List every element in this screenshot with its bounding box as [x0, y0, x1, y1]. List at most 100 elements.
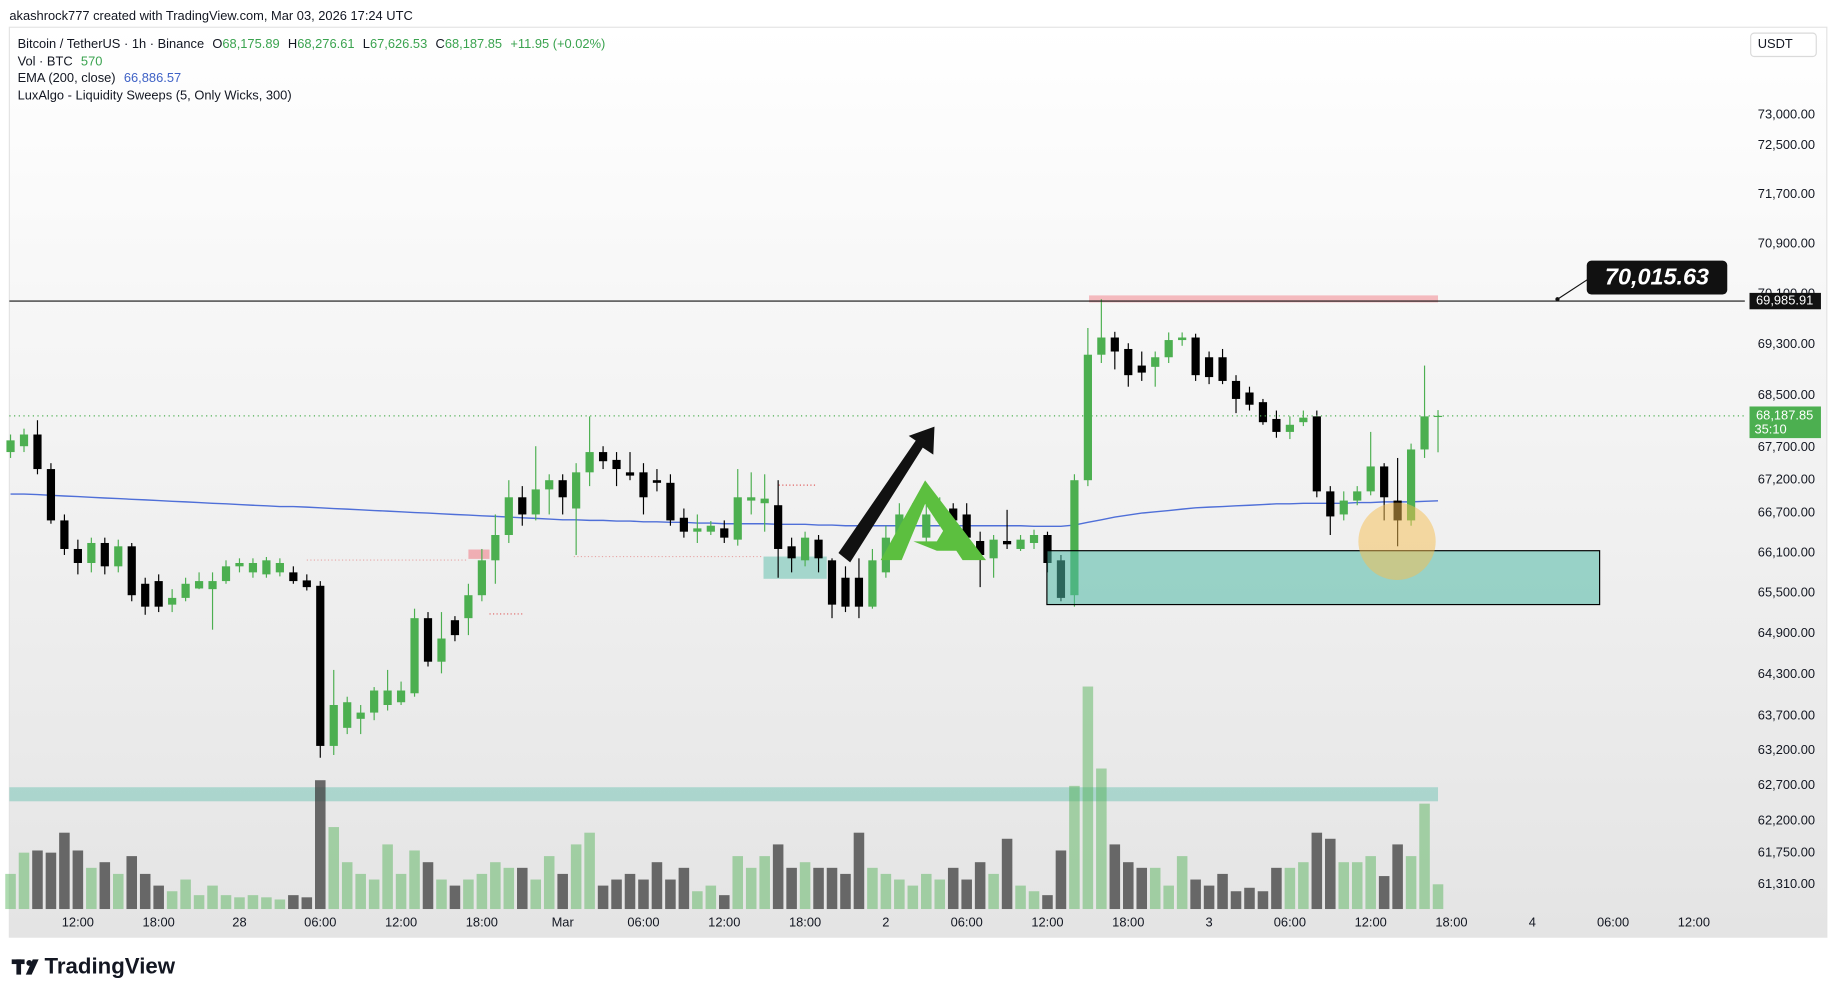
- volume-bar: [382, 844, 393, 910]
- volume-bar: [880, 873, 892, 910]
- candle-body: [693, 528, 702, 532]
- x-tick-label: 18:00: [1435, 914, 1467, 929]
- candle-body: [706, 525, 715, 532]
- volume-bar: [557, 873, 568, 910]
- candle-body: [1366, 466, 1375, 492]
- candle-body: [329, 704, 338, 746]
- candle-body: [1124, 348, 1133, 376]
- volume-bar: [368, 879, 380, 910]
- candle-body: [1299, 417, 1308, 423]
- level-label-box: [1749, 292, 1821, 310]
- volume-bar: [328, 827, 340, 910]
- candle-body: [531, 489, 540, 515]
- candle-body: [208, 581, 217, 590]
- candle-body: [343, 702, 352, 728]
- candle-body: [585, 452, 594, 473]
- candle-body: [262, 560, 271, 575]
- volume-bar: [1203, 885, 1215, 910]
- current-price-box: [1749, 406, 1821, 439]
- candle-body: [1178, 337, 1187, 341]
- callout-label: 70,015.63: [1605, 263, 1709, 289]
- volume-bar: [315, 780, 326, 910]
- attribution: akashrock777 created with TradingView.co…: [9, 8, 412, 23]
- volume-bar: [139, 873, 151, 910]
- volume-bar: [934, 879, 946, 910]
- volume-bar: [705, 885, 717, 910]
- volume-bar: [355, 873, 366, 910]
- volume-bar: [1109, 844, 1121, 910]
- y-tick-label: 72,500.00: [1758, 137, 1815, 152]
- candle-body: [854, 577, 864, 607]
- volume-bar: [1190, 879, 1201, 910]
- volume-bar: [853, 832, 865, 910]
- x-tick-label: 2: [882, 914, 889, 929]
- candle-body: [962, 514, 971, 538]
- demand-zone: [1046, 550, 1601, 606]
- volume-bar: [32, 850, 43, 910]
- candle-body: [46, 469, 56, 521]
- x-tick-label: 06:00: [1274, 914, 1306, 929]
- volume-bar: [530, 879, 542, 910]
- candle-body: [841, 577, 850, 607]
- x-tick-label: 06:00: [1597, 914, 1629, 929]
- volume-bar: [503, 867, 515, 910]
- volume-bar: [1082, 686, 1094, 910]
- volume-bar: [1136, 867, 1148, 910]
- candle-body: [1097, 337, 1106, 355]
- volume-bar: [907, 885, 919, 910]
- candle-body: [666, 482, 675, 521]
- volume-bar: [570, 844, 582, 910]
- candle-body: [545, 480, 554, 490]
- volume-bar: [463, 879, 474, 910]
- candle-body: [100, 542, 109, 567]
- x-tick-label: 12:00: [1355, 914, 1387, 929]
- volume-bar: [799, 862, 811, 910]
- ema-value: 66,886.57: [124, 70, 181, 85]
- volume-bar: [813, 867, 824, 910]
- volume-bar: [193, 895, 205, 910]
- volume-bar: [867, 867, 878, 910]
- y-tick-label: 71,700.00: [1758, 186, 1815, 201]
- volume-bar: [1123, 862, 1134, 910]
- volume-bar: [288, 895, 299, 910]
- volume-bar: [99, 862, 111, 910]
- volume-bar: [988, 873, 999, 910]
- candle-body: [410, 618, 419, 694]
- candle-body: [720, 528, 729, 538]
- currency-box: [1750, 32, 1817, 58]
- candle-body: [396, 690, 406, 703]
- volume-bar: [1042, 895, 1053, 910]
- volume-bar: [1163, 885, 1174, 910]
- candle-body: [976, 540, 985, 555]
- volume-bar: [1311, 832, 1323, 910]
- x-tick-label: 18:00: [789, 914, 821, 929]
- level-label: 69,985.91: [1756, 292, 1813, 307]
- volume-bar: [234, 897, 245, 910]
- legend-indicator: LuxAlgo - Liquidity Sweeps (5, Only Wick…: [18, 88, 292, 103]
- candle-body: [1191, 337, 1200, 376]
- y-tick-label: 65,500.00: [1758, 585, 1815, 600]
- volume-bar: [166, 891, 178, 910]
- volume-bar: [974, 862, 986, 910]
- volume-bar: [1149, 867, 1161, 910]
- y-tick-label: 67,200.00: [1758, 472, 1815, 487]
- volume-bar: [261, 897, 272, 910]
- x-tick-label: 18:00: [1112, 914, 1144, 929]
- candle-body: [491, 535, 500, 561]
- volume-bar: [1055, 850, 1067, 910]
- current-price-label: 68,187.85: [1756, 407, 1813, 422]
- y-tick-label: 66,100.00: [1758, 544, 1815, 559]
- volume-bar: [247, 895, 259, 910]
- x-tick-label: Mar: [552, 914, 575, 929]
- volume-bar: [597, 885, 609, 910]
- candle-body: [1151, 357, 1160, 367]
- volume-bar: [449, 885, 461, 910]
- candle-body: [114, 546, 123, 567]
- candle-body: [949, 508, 958, 521]
- x-tick-label: 12:00: [1678, 914, 1710, 929]
- volume-bar: [692, 891, 703, 910]
- volume-bar: [1271, 867, 1282, 910]
- volume-bar: [624, 873, 636, 910]
- logo-shape: [913, 529, 958, 551]
